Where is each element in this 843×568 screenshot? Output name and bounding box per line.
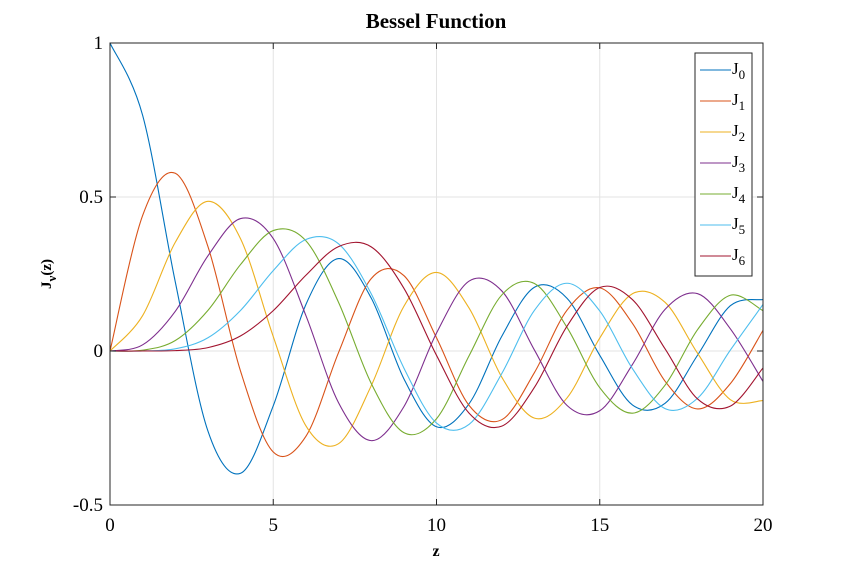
y-tick-label: 1 bbox=[94, 33, 104, 54]
legend-entry-j5: J5 bbox=[700, 214, 745, 237]
legend-entry-j0: J0 bbox=[700, 59, 745, 82]
legend-label: J2 bbox=[732, 121, 745, 144]
legend-entry-j2: J2 bbox=[700, 121, 745, 144]
x-tick-label: 5 bbox=[269, 515, 279, 536]
legend-label: J0 bbox=[732, 59, 745, 82]
legend-entry-j1: J1 bbox=[700, 90, 745, 113]
legend: J0 J1 J2 J3 J4 J5 J6 bbox=[694, 52, 753, 277]
y-tick-label: 0.5 bbox=[79, 187, 103, 208]
series-line-j6 bbox=[109, 241, 764, 429]
legend-label: J1 bbox=[732, 90, 745, 113]
series-line-j4 bbox=[109, 228, 764, 436]
y-axis-label-subscript: ν bbox=[44, 275, 59, 282]
x-tick-label: 15 bbox=[590, 515, 609, 536]
y-axis-label-arg: (z) bbox=[39, 259, 55, 276]
series-lines bbox=[109, 42, 764, 475]
chart-title: Bessel Function bbox=[366, 9, 507, 33]
legend-label: J3 bbox=[732, 152, 745, 175]
legend-label: J6 bbox=[732, 245, 746, 268]
legend-entry-j6: J6 bbox=[700, 245, 746, 268]
x-tick-label: 0 bbox=[105, 515, 115, 536]
series-line-j2 bbox=[109, 200, 764, 447]
legend-entry-j3: J3 bbox=[700, 152, 745, 175]
y-tick-label: -0.5 bbox=[73, 495, 103, 516]
x-tick-label: 10 bbox=[427, 515, 446, 536]
x-tick-label: 20 bbox=[754, 515, 773, 536]
series-line-j5 bbox=[109, 235, 764, 431]
y-axis-label-base: J bbox=[39, 281, 55, 289]
legend-label: J4 bbox=[732, 183, 746, 206]
legend-entry-j4: J4 bbox=[700, 183, 746, 206]
x-axis-label: z bbox=[432, 543, 439, 560]
y-axis-label: Jν(z) bbox=[39, 259, 59, 289]
y-tick-label: 0 bbox=[94, 341, 104, 362]
legend-box bbox=[694, 52, 753, 277]
series-line-j3 bbox=[109, 217, 764, 442]
legend-label: J5 bbox=[732, 214, 745, 237]
axis-ticks: 0 5 10 15 20-0.500.51 bbox=[73, 33, 773, 536]
